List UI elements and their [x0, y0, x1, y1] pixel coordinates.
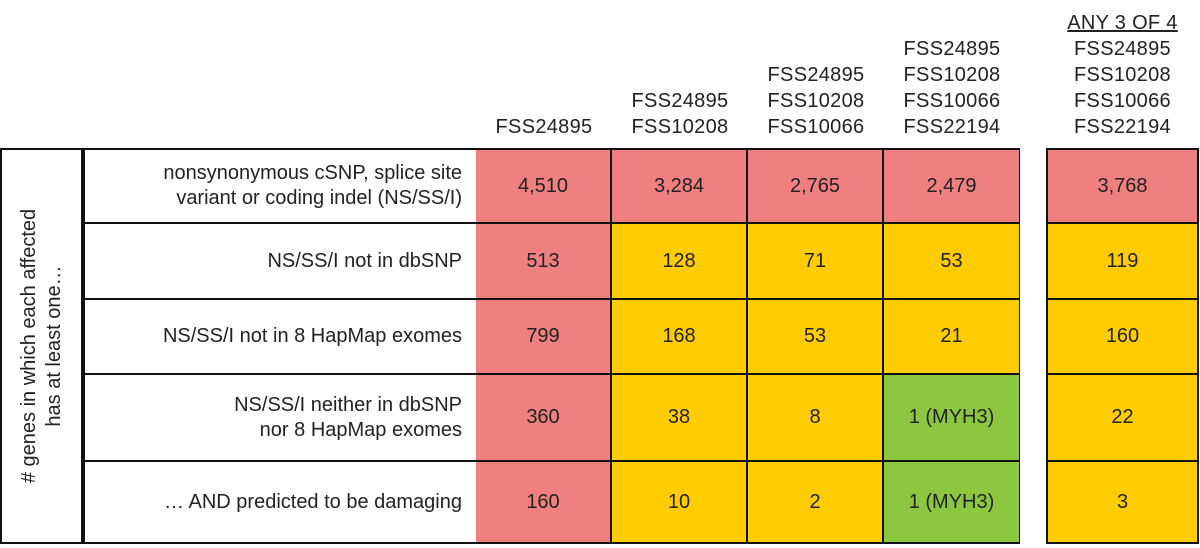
any-value-cell: 119 [1048, 224, 1197, 300]
any-column-header: ANY 3 OF 4 FSS24895 FSS10208 FSS10066 FSS221… [1046, 0, 1199, 140]
value-cell: 2,765 [748, 150, 884, 224]
any-column-header-line: FSS24895 [1074, 38, 1171, 60]
value-cell: 2,479 [884, 150, 1019, 224]
column-header-line: FSS10066 [767, 116, 865, 138]
column-header: FSS24895 FSS10208 [612, 0, 748, 140]
column-header-line: FSS10066 [903, 90, 1001, 112]
column-header-line: FSS10208 [767, 90, 865, 112]
column-header-line: FSS24895 [903, 38, 1001, 60]
value-cell: 160 [476, 462, 612, 542]
any-column-title: ANY 3 OF 4 [1067, 12, 1178, 34]
side-label-box: # genes in which each affected has at le… [0, 148, 83, 544]
column-header: FSS24895 FSS10208 FSS10066 FSS22194 [884, 0, 1020, 140]
row-description: nonsynonymous cSNP, splice site variant o… [85, 150, 478, 224]
column-header-line: FSS10208 [631, 116, 729, 138]
value-cell: 168 [612, 300, 748, 375]
row-description-line: variant or coding indel (NS/SS/I) [176, 187, 462, 209]
any-3-of-4-table: 3,768 119 160 22 3 [1046, 148, 1199, 544]
row-description-line: NS/SS/I not in dbSNP [267, 249, 462, 272]
column-header-line: FSS24895 [767, 64, 865, 86]
row-description: NS/SS/I not in dbSNP [85, 224, 478, 300]
any-value-cell: 160 [1048, 300, 1197, 375]
value-cell: 71 [748, 224, 884, 300]
row-description-line: NS/SS/I neither in dbSNP [234, 393, 462, 416]
column-header-line: FSS22194 [903, 116, 1001, 138]
side-label-line2: has at least one… [42, 265, 65, 427]
main-table: nonsynonymous cSNP, splice site variant o… [83, 148, 1020, 544]
side-label-line1: # genes in which each affected [17, 208, 40, 484]
row-description-line: NS/SS/I not in 8 HapMap exomes [162, 325, 462, 347]
value-cell: 128 [612, 224, 748, 300]
any-column-header-line: FSS22194 [1074, 116, 1171, 138]
value-cell: 799 [476, 300, 612, 375]
row-description-line: nor 8 HapMap exomes [259, 418, 462, 441]
value-cell: 360 [476, 375, 612, 462]
row-description-line: … AND predicted to be damaging [164, 490, 462, 513]
column-header-line: FSS10208 [903, 64, 1001, 86]
any-value-cell: 22 [1048, 375, 1197, 462]
any-value-cell: 3,768 [1048, 150, 1197, 224]
any-column-header-line: FSS10066 [1074, 90, 1171, 112]
value-cell: 4,510 [476, 150, 612, 224]
column-header-line: FSS24895 [631, 90, 729, 112]
row-description: NS/SS/I neither in dbSNP nor 8 HapMap exo… [85, 375, 478, 462]
side-label: # genes in which each affected has at le… [17, 151, 67, 541]
value-cell: 53 [884, 224, 1019, 300]
any-value-cell: 3 [1048, 462, 1197, 542]
value-cell: 8 [748, 375, 884, 462]
column-header: FSS24895 [476, 0, 612, 140]
row-description: … AND predicted to be damaging [85, 462, 478, 542]
value-cell: 2 [748, 462, 884, 542]
value-cell: 1 (MYH3) [884, 462, 1019, 542]
value-cell: 38 [612, 375, 748, 462]
value-cell: 53 [748, 300, 884, 375]
value-cell: 1 (MYH3) [884, 375, 1019, 462]
value-cell: 3,284 [612, 150, 748, 224]
value-cell: 513 [476, 224, 612, 300]
row-description: NS/SS/I not in 8 HapMap exomes [85, 300, 478, 375]
column-header-line: FSS24895 [495, 116, 593, 138]
value-cell: 21 [884, 300, 1019, 375]
column-header: FSS24895 FSS10208 FSS10066 [748, 0, 884, 140]
any-column-header-line: FSS10208 [1074, 64, 1171, 86]
value-cell: 10 [612, 462, 748, 542]
row-description-line: nonsynonymous cSNP, splice site [163, 162, 462, 184]
